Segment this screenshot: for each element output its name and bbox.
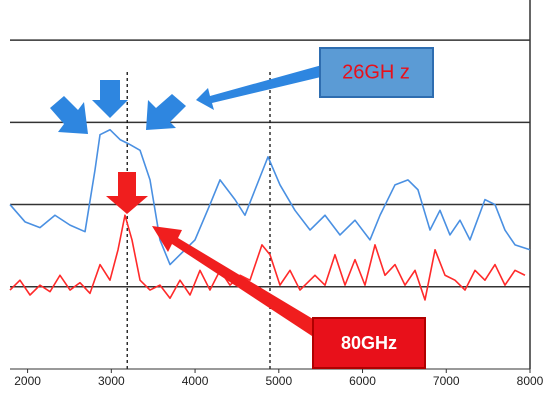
arrow-long bbox=[152, 226, 318, 336]
arrow-diagonal-right bbox=[146, 94, 186, 130]
blue-arrows bbox=[50, 65, 325, 134]
x-tick-label: 5000 bbox=[265, 374, 292, 388]
annotation: 80GHz bbox=[341, 333, 397, 353]
line bbox=[10, 130, 530, 265]
x-tick-label: 7000 bbox=[433, 374, 460, 388]
x-tick-label: 3000 bbox=[98, 374, 125, 388]
arrow-long bbox=[196, 65, 325, 110]
arrow-down bbox=[106, 172, 148, 214]
x-tick-label: 2000 bbox=[14, 374, 41, 388]
arrow-down bbox=[92, 80, 128, 118]
x-tick-label: 4000 bbox=[182, 374, 209, 388]
x-tick-label: 6000 bbox=[349, 374, 376, 388]
plot-area: 2000 3000 4000 5000 6000 7000 8000 bbox=[10, 0, 544, 388]
x-tick-label: 8000 bbox=[517, 374, 544, 388]
arrow-diagonal-left bbox=[50, 96, 88, 134]
annotation: 26GH z bbox=[342, 61, 410, 83]
